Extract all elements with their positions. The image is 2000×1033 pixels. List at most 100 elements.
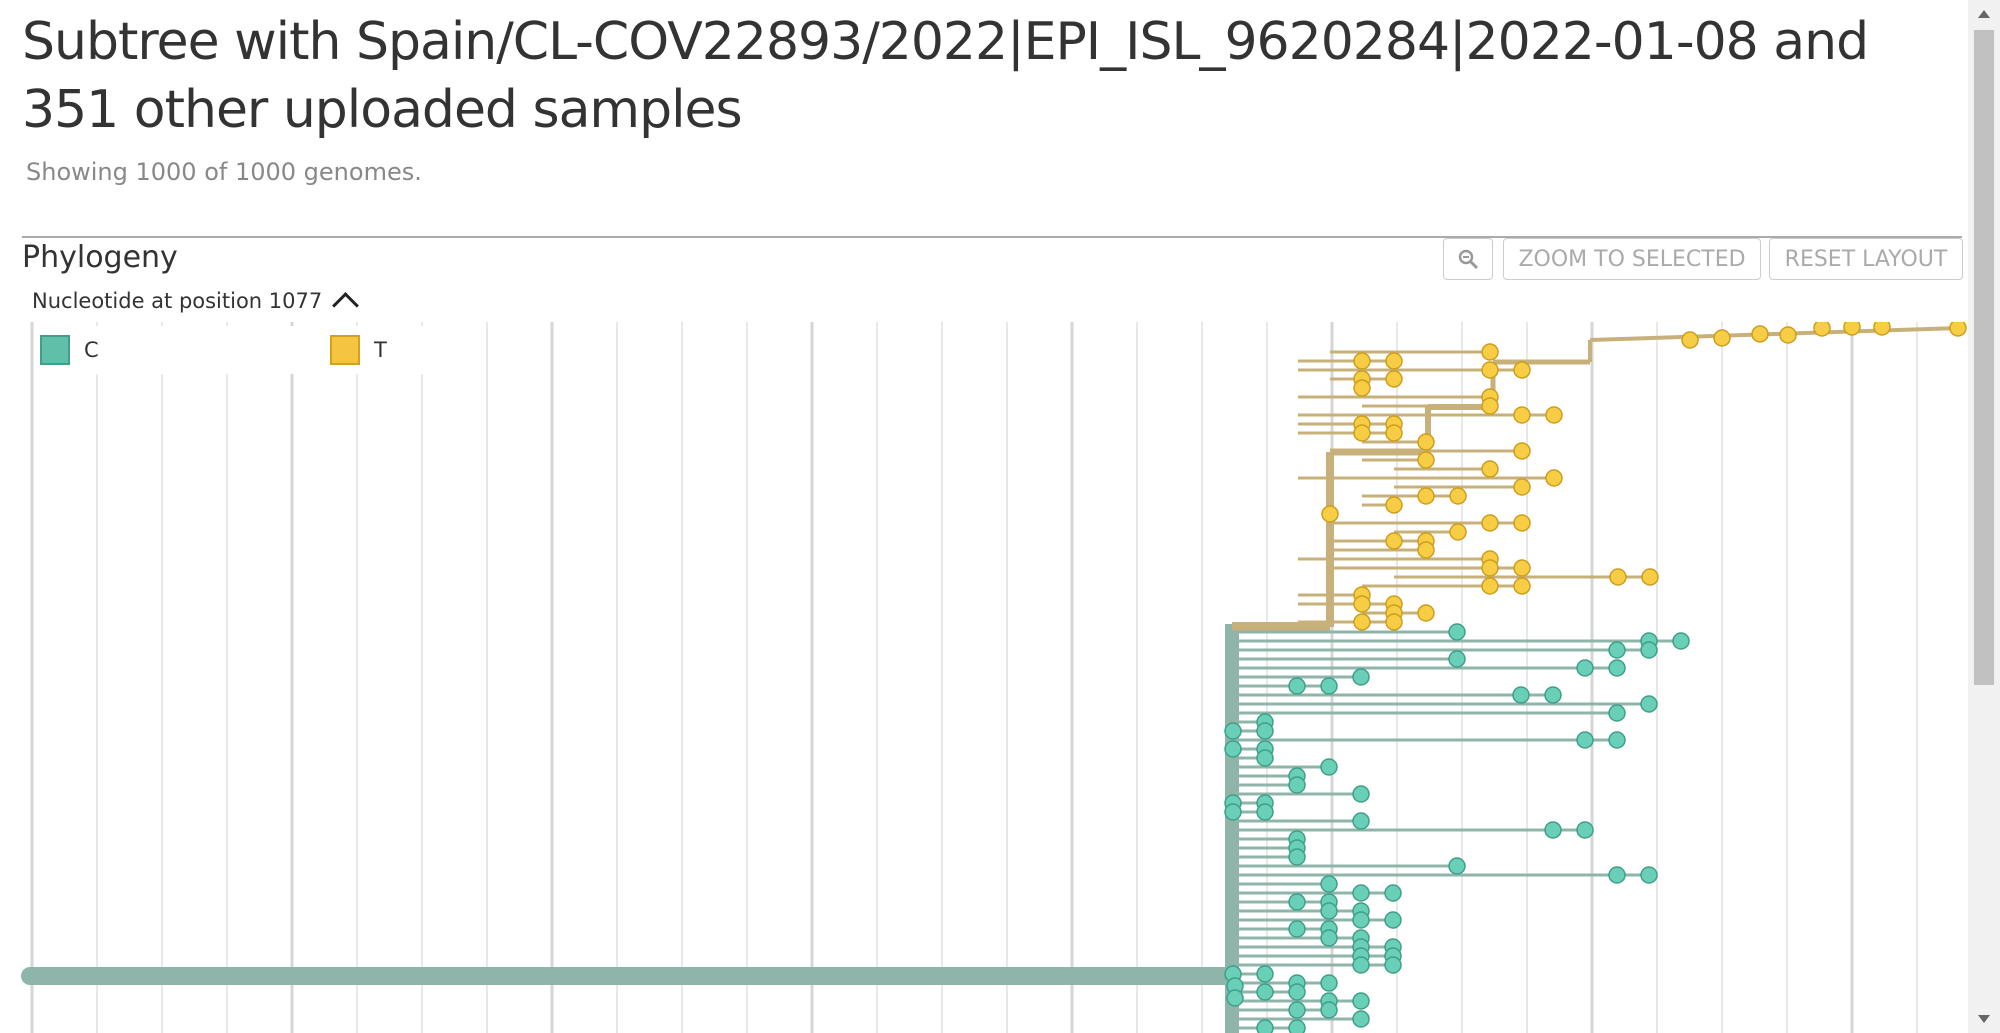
tip-node	[1352, 992, 1370, 1010]
tip-node	[1352, 1010, 1370, 1028]
tip-node	[1320, 1001, 1338, 1019]
tip-node	[1481, 514, 1499, 532]
zoom-to-selected-button[interactable]: ZOOM TO SELECTED	[1503, 238, 1761, 280]
tip-node	[1385, 352, 1403, 370]
tip-node	[1320, 902, 1338, 920]
tip-node	[1384, 911, 1402, 929]
tip-node	[1513, 514, 1531, 532]
scroll-up-icon[interactable]	[1978, 10, 1990, 18]
tip-node	[1608, 731, 1626, 749]
tip-node	[1513, 361, 1531, 379]
tip-node	[1813, 322, 1831, 337]
tip-node	[1576, 821, 1594, 839]
tip-node	[1224, 740, 1242, 758]
tip-node	[1449, 487, 1467, 505]
tip-node	[1513, 478, 1531, 496]
page-title: Subtree with Spain/CL-COV22893/2022|EPI_…	[22, 12, 1869, 140]
tip-node	[1256, 722, 1274, 740]
genome-count: Showing 1000 of 1000 genomes.	[26, 158, 422, 186]
tip-node	[1544, 821, 1562, 839]
tip-node	[1576, 731, 1594, 749]
tip-node	[1512, 686, 1530, 704]
tip-node	[1417, 604, 1435, 622]
tip-node	[1385, 424, 1403, 442]
tip-node	[1481, 559, 1499, 577]
zoom-button[interactable]	[1443, 238, 1493, 280]
tip-node	[1448, 857, 1466, 875]
tip-node	[1256, 1019, 1274, 1033]
tip-node	[1681, 331, 1699, 349]
tip-node	[1608, 704, 1626, 722]
legend-swatch-c	[40, 335, 70, 365]
phylogeny-tree[interactable]	[0, 322, 1968, 1033]
tip-node	[1843, 322, 1861, 336]
tip-node	[1481, 577, 1499, 595]
tip-node	[1608, 641, 1626, 659]
tip-node	[1256, 749, 1274, 767]
color-by-label: Nucleotide at position 1077	[32, 288, 323, 313]
tip-node	[1384, 956, 1402, 974]
tip-node	[1226, 989, 1244, 1007]
tip-node	[1608, 659, 1626, 677]
tip-node	[1288, 920, 1306, 938]
tip-node	[1352, 911, 1370, 929]
tip-node	[1779, 326, 1797, 344]
tip-node	[1640, 866, 1658, 884]
tip-node	[1288, 893, 1306, 911]
scroll-down-icon[interactable]	[1978, 1015, 1990, 1023]
tip-node	[1672, 632, 1690, 650]
tip-node	[1513, 442, 1531, 460]
chevron-up-icon	[332, 292, 360, 319]
tip-node	[1353, 424, 1371, 442]
tip-node	[1544, 686, 1562, 704]
legend-item-t[interactable]: T	[330, 335, 387, 365]
reset-layout-button[interactable]: RESET LAYOUT	[1769, 238, 1963, 280]
tip-node	[1353, 595, 1371, 613]
tip-node	[1288, 1001, 1306, 1019]
tip-node	[1320, 677, 1338, 695]
tip-node	[1288, 1019, 1306, 1033]
legend-item-c[interactable]: C	[40, 335, 330, 365]
tip-node	[1320, 974, 1338, 992]
tip-node	[1576, 659, 1594, 677]
tip-node	[1353, 379, 1371, 397]
tip-node	[1256, 983, 1274, 1001]
tip-node	[1321, 505, 1339, 523]
tip-node	[1949, 322, 1967, 337]
legend-label-c: C	[84, 338, 99, 362]
magnifier-icon	[1458, 249, 1479, 270]
tip-node	[1481, 361, 1499, 379]
tip-node	[1256, 965, 1274, 983]
tip-node	[1224, 803, 1242, 821]
tip-node	[1352, 812, 1370, 830]
tip-node	[1384, 884, 1402, 902]
color-by-toggle[interactable]: Nucleotide at position 1077	[32, 286, 360, 319]
panel-title: Phylogeny	[22, 240, 178, 275]
tip-node	[1713, 329, 1731, 347]
legend-swatch-t	[330, 335, 360, 365]
tip-node	[1481, 460, 1499, 478]
tip-node	[1352, 956, 1370, 974]
tip-node	[1448, 650, 1466, 668]
tip-node	[1417, 487, 1435, 505]
tip-node	[1417, 451, 1435, 469]
tip-node	[1448, 623, 1466, 641]
tip-node	[1449, 523, 1467, 541]
tip-node	[1513, 577, 1531, 595]
tip-node	[1353, 613, 1371, 631]
tip-node	[1609, 568, 1627, 586]
tip-node	[1545, 469, 1563, 487]
tip-node	[1224, 722, 1242, 740]
legend: C T	[40, 326, 480, 374]
tip-node	[1641, 568, 1659, 586]
tip-node	[1513, 559, 1531, 577]
scroll-thumb[interactable]	[1974, 30, 1994, 685]
tip-node	[1320, 875, 1338, 893]
tip-node	[1385, 370, 1403, 388]
vertical-scrollbar[interactable]	[1968, 0, 2000, 1033]
tip-node	[1385, 613, 1403, 631]
tip-node	[1751, 325, 1769, 343]
tip-node	[1320, 929, 1338, 947]
tip-node	[1417, 541, 1435, 559]
